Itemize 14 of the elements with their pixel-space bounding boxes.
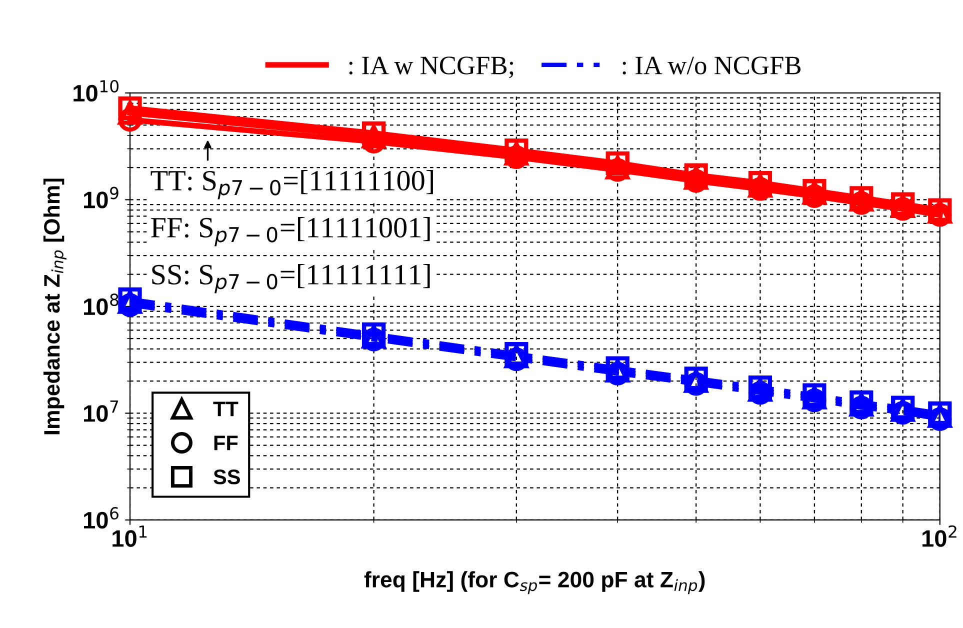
y-tick-label: 10$^{7}$ [84,400,118,422]
legend-label: : IA w NCGFB; [349,56,514,78]
annotation: SS: S$_{p7−0}$=[11111111] [152,264,430,294]
annotation: FF: S$_{p7−0}$=[11111001] [151,217,430,246]
y-tick-label: 10$^{10}$ [74,80,119,102]
y-tick-label: 10$^{9}$ [84,186,118,208]
y-axis-title: Impedance at Z$_{inp}$ [Ohm] [43,178,66,434]
annotation: TT: S$_{p7−0}$=[11111100] [150,170,433,200]
x-tick-label: 10$^{2}$ [922,525,956,547]
x-axis-title: freq [Hz] (for C$_{sp}$= 200 pF at Z$_{inp}$) [364,571,705,594]
annotation: TT [213,402,238,416]
annotation: SS [214,470,240,484]
legend-label: : IA w/o NCGFB [622,56,801,75]
annotation: FF [214,436,238,450]
